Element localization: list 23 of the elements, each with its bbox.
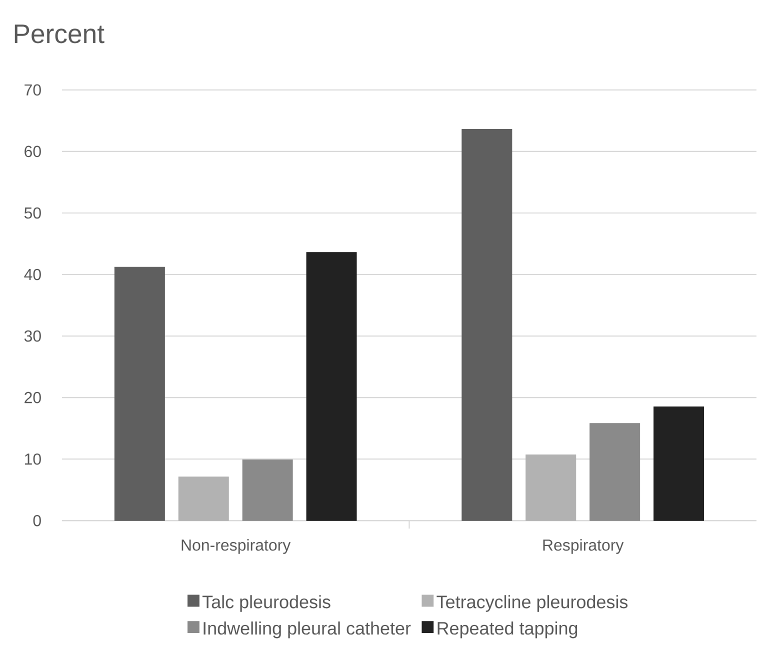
legend-label: Repeated tapping <box>438 622 578 638</box>
y-tick-label: 20 <box>24 392 41 404</box>
bar <box>590 423 640 522</box>
bar <box>526 454 576 522</box>
legend-label: Tetracycline pleurodesis <box>436 595 628 612</box>
bar <box>306 252 357 522</box>
y-tick-label: 50 <box>24 208 41 219</box>
y-axis-title: Percent <box>14 24 104 44</box>
bar <box>178 476 229 522</box>
bar <box>654 406 704 522</box>
legend-label: Talc pleurodesis <box>202 595 330 612</box>
y-tick-label: 10 <box>25 454 41 465</box>
y-tick-label: 60 <box>24 146 41 158</box>
y-tick-label: 30 <box>24 330 41 342</box>
legend-label: Indwelling pleural catheter <box>204 622 411 638</box>
bar <box>114 267 165 522</box>
y-tick-label: 0 <box>33 515 41 527</box>
x-tick-label: Non-respiratory <box>182 539 291 554</box>
bar <box>462 129 512 522</box>
x-tick-label: Respiratory <box>543 539 624 554</box>
y-tick-label: 40 <box>24 269 41 280</box>
y-tick-label: 70 <box>24 84 41 96</box>
bar <box>242 460 293 522</box>
